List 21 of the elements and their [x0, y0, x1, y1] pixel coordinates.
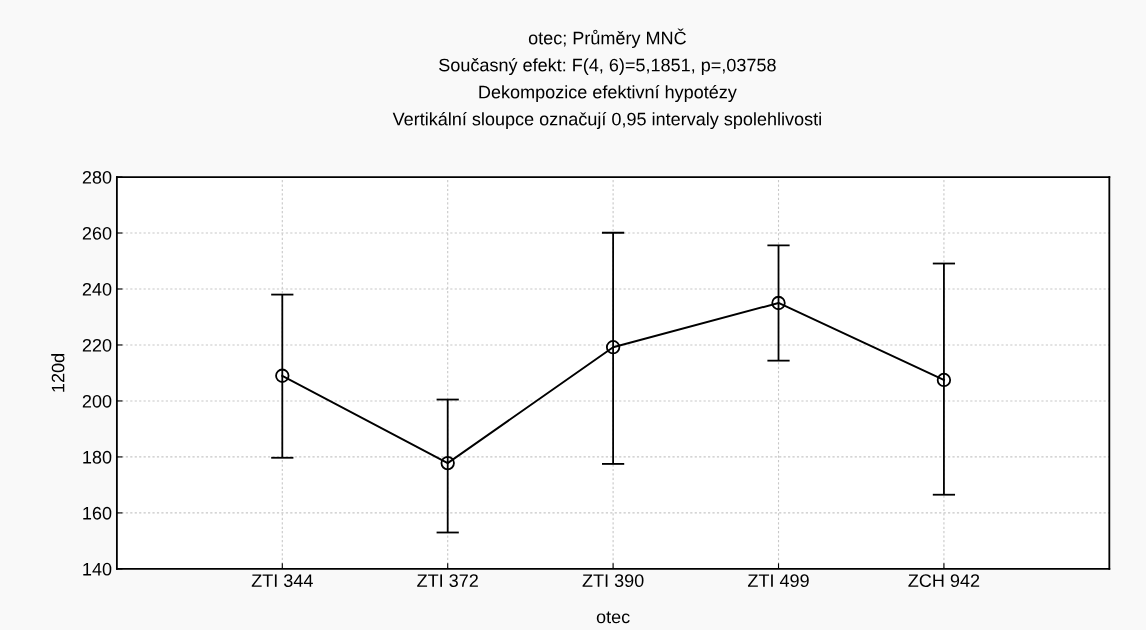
x-tick-label: ZTI 499: [747, 574, 809, 588]
point: [605, 340, 621, 355]
y-tick-label: 260: [82, 226, 112, 240]
y-tick-label: 220: [82, 338, 112, 352]
x-tick-label: ZTI 344: [251, 574, 313, 588]
x-tick-label: ZCH 942: [908, 574, 980, 588]
y-axis-title: 120d: [51, 354, 65, 392]
y-tick-label: 180: [83, 450, 112, 464]
x-tick-label: ZTI 390: [582, 574, 644, 588]
y-tick-label: 160: [83, 506, 112, 520]
x-axis-title: otec: [596, 611, 630, 624]
y-tick-label: 280: [82, 170, 112, 184]
chart-title: otec; Průměry MNČ Současný efekt: F(4, 6)=5,1851, p=,03758 Dekompozice efektivní hypotézy Vertikální sloupce označují 0,95 intervaly spolehlivosti: [392, 28, 821, 130]
y-tick-label: 200: [82, 394, 112, 408]
y-tick-label: 140: [83, 562, 112, 576]
x-tick-label: ZTI 372: [417, 574, 478, 588]
point: [936, 372, 952, 388]
point: [440, 455, 455, 471]
y-tick-label: 240: [82, 282, 112, 296]
point: [771, 295, 786, 311]
point: [275, 368, 290, 383]
